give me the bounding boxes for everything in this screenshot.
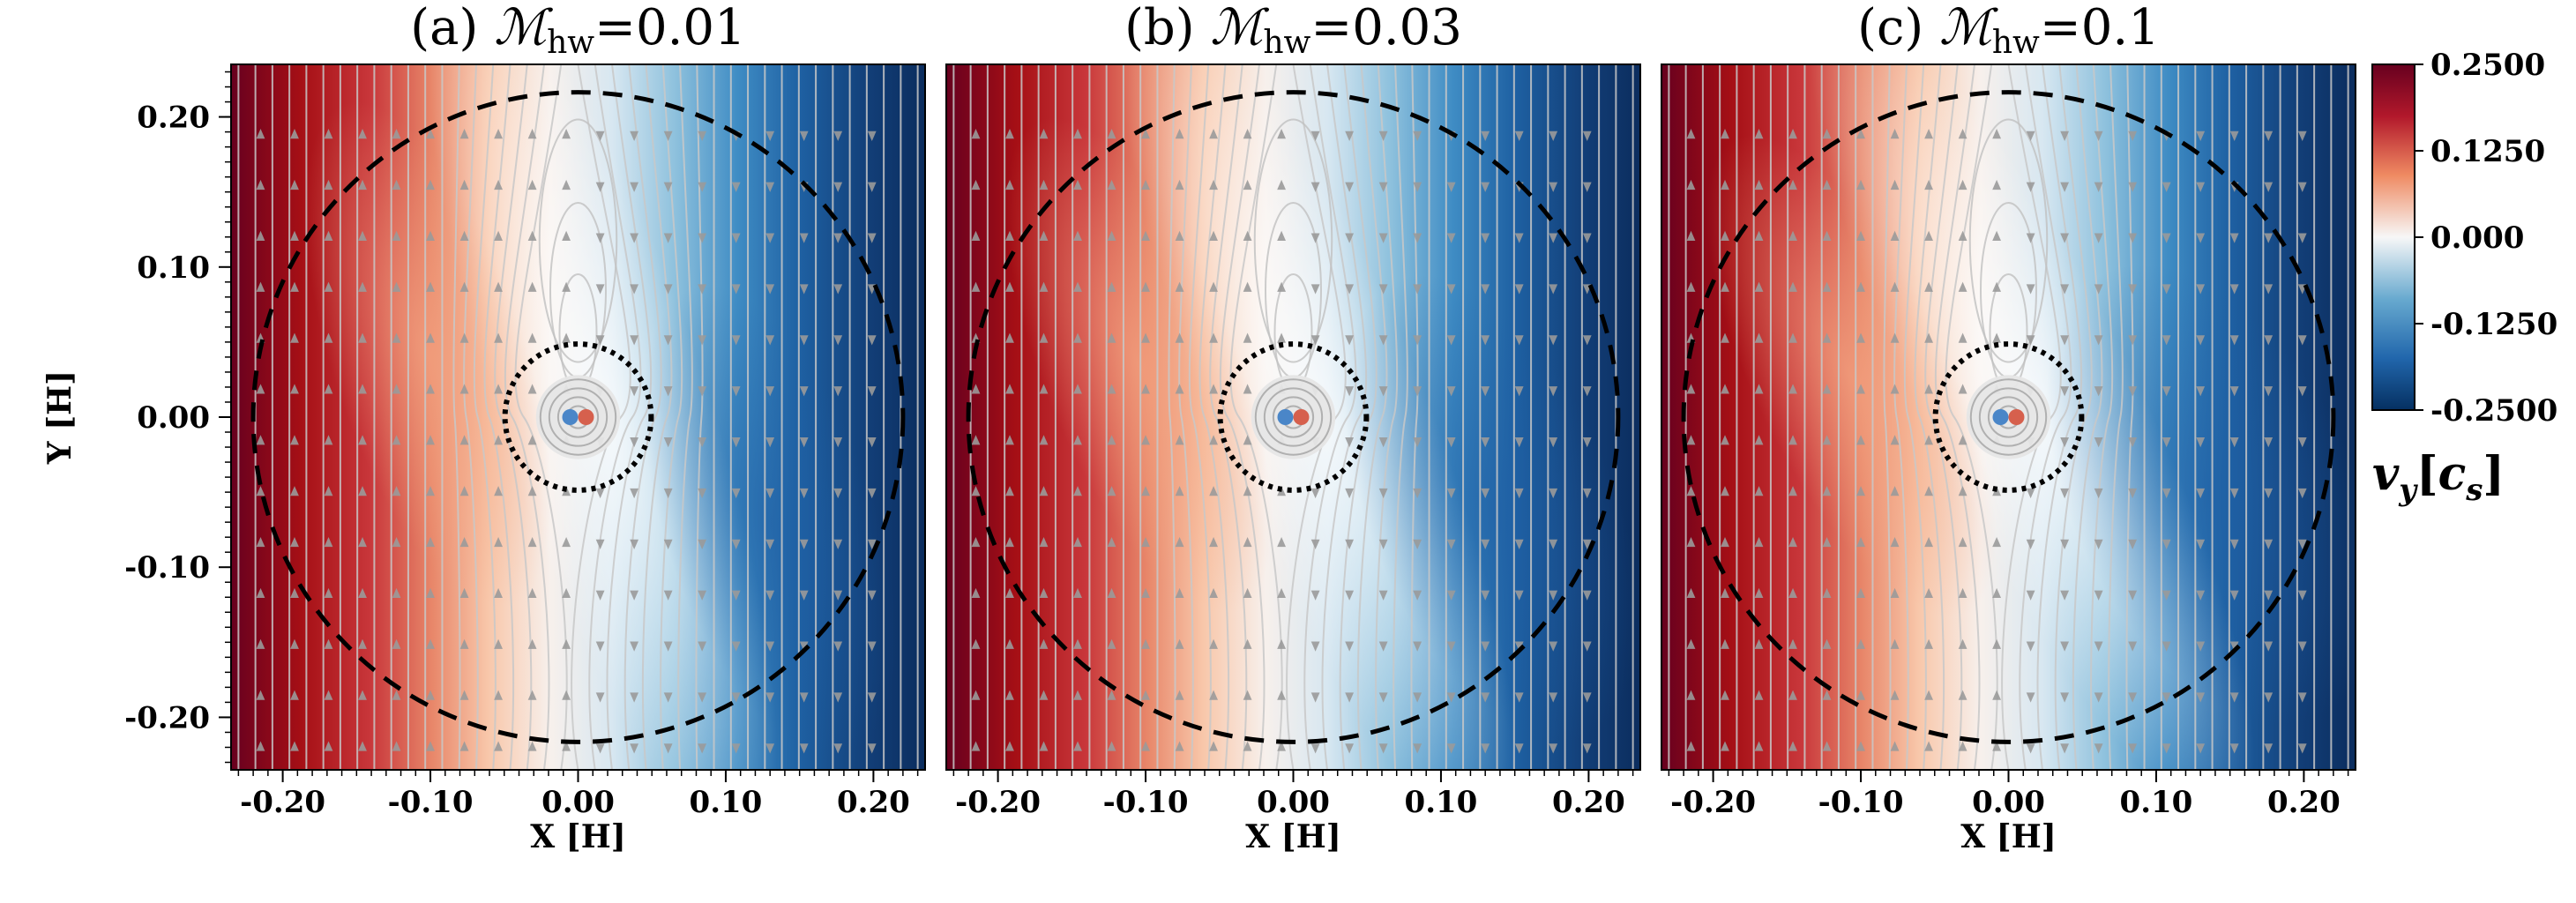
x-tick-label: -0.10 <box>1103 785 1189 820</box>
x-axis-ticks: -0.20 -0.10 0.00 0.10 0.20 <box>952 770 1634 820</box>
x-axis-ticks: -0.20 -0.10 0.00 0.10 0.20 <box>1668 770 2349 820</box>
colorbar-tick-label: 0.1250 <box>2430 134 2545 169</box>
streamlines <box>237 64 919 770</box>
colorbar-tick-label: 0.000 <box>2430 220 2524 256</box>
x-tick-label: -0.10 <box>388 785 474 820</box>
y-tick-label: 0.10 <box>137 250 210 286</box>
flow-arrows <box>1686 129 2307 754</box>
y-axis-ticks: 0.20 0.10 0.00 -0.10 -0.20 <box>124 71 231 764</box>
x-tick-label: 0.00 <box>541 785 615 820</box>
panel-field-b <box>946 64 1640 770</box>
panel-title: (a) ℳhw=0.01 <box>410 0 745 61</box>
bondi-dotted-circle <box>1932 341 2085 493</box>
x-tick-label: 0.20 <box>2267 785 2341 820</box>
x-axis-label: X [H] <box>1245 818 1341 855</box>
colorbar-title: vy[cs] <box>2372 447 2505 508</box>
panel-a: (a) ℳhw=0.01-0.20 -0.10 0.00 0.10 0.20X [H]0… <box>124 0 926 855</box>
x-tick-label: 0.10 <box>690 785 763 820</box>
x-tick-label: -0.20 <box>1670 785 1756 820</box>
flow-arrows <box>256 129 877 754</box>
x-tick-label: 0.00 <box>1972 785 2045 820</box>
panel-c: (c) ℳhw=0.1 -0.20 -0.10 0.00 0.10 0.20 X [H] <box>1661 0 2356 855</box>
x-tick-label: 0.10 <box>1405 785 1478 820</box>
panel-title: (b) ℳhw=0.03 <box>1124 0 1462 61</box>
panels-layer: (a) ℳhw=0.01-0.20 -0.10 0.00 0.10 0.20X [H]0… <box>124 0 2356 855</box>
colorbar-gradient <box>2371 63 2415 411</box>
x-tick-label: 0.10 <box>2120 785 2193 820</box>
x-tick-label: 0.00 <box>1257 785 1330 820</box>
panel-b: (b) ℳhw=0.03 -0.20 -0.10 0.00 0.10 0.20 X [H] <box>945 0 1641 855</box>
y-tick-label: -0.20 <box>124 700 210 735</box>
y-tick-label: -0.10 <box>124 550 210 586</box>
colorbar-tick-label: -0.2500 <box>2430 393 2557 429</box>
y-axis-title-layer: Y [H] <box>41 370 78 465</box>
hill-sphere-dashed-circle <box>250 90 906 744</box>
y-tick-label: 0.20 <box>137 101 210 136</box>
y-tick-label: 0.00 <box>137 400 210 436</box>
x-axis-label: X [H] <box>530 818 626 855</box>
x-tick-label: 0.20 <box>1552 785 1625 820</box>
colorbar-tick-label: -0.1250 <box>2430 307 2557 342</box>
x-tick-label: -0.10 <box>1818 785 1904 820</box>
streamlines <box>952 64 1634 770</box>
bondi-dotted-circle <box>1217 341 1370 493</box>
panel-field-a <box>231 64 925 770</box>
x-tick-label: -0.20 <box>240 785 325 820</box>
hill-sphere-dashed-circle <box>1681 90 2336 744</box>
x-tick-label: -0.20 <box>955 785 1041 820</box>
colorbar-tick-label: 0.2500 <box>2430 48 2545 83</box>
panel-field-c <box>1661 64 2356 770</box>
y-axis-label: Y [H] <box>41 370 78 465</box>
colorbar: 0.2500 0.1250 0.000 -0.1250 -0.2500 vy[cs] <box>2371 48 2557 508</box>
x-axis-ticks: -0.20 -0.10 0.00 0.10 0.20 <box>237 770 919 820</box>
x-axis-label: X [H] <box>1960 818 2057 855</box>
hill-sphere-dashed-circle <box>966 90 1621 744</box>
x-tick-label: 0.20 <box>837 785 910 820</box>
panel-title: (c) ℳhw=0.1 <box>1857 0 2160 61</box>
bondi-dotted-circle <box>502 341 654 493</box>
streamlines <box>1668 64 2349 770</box>
